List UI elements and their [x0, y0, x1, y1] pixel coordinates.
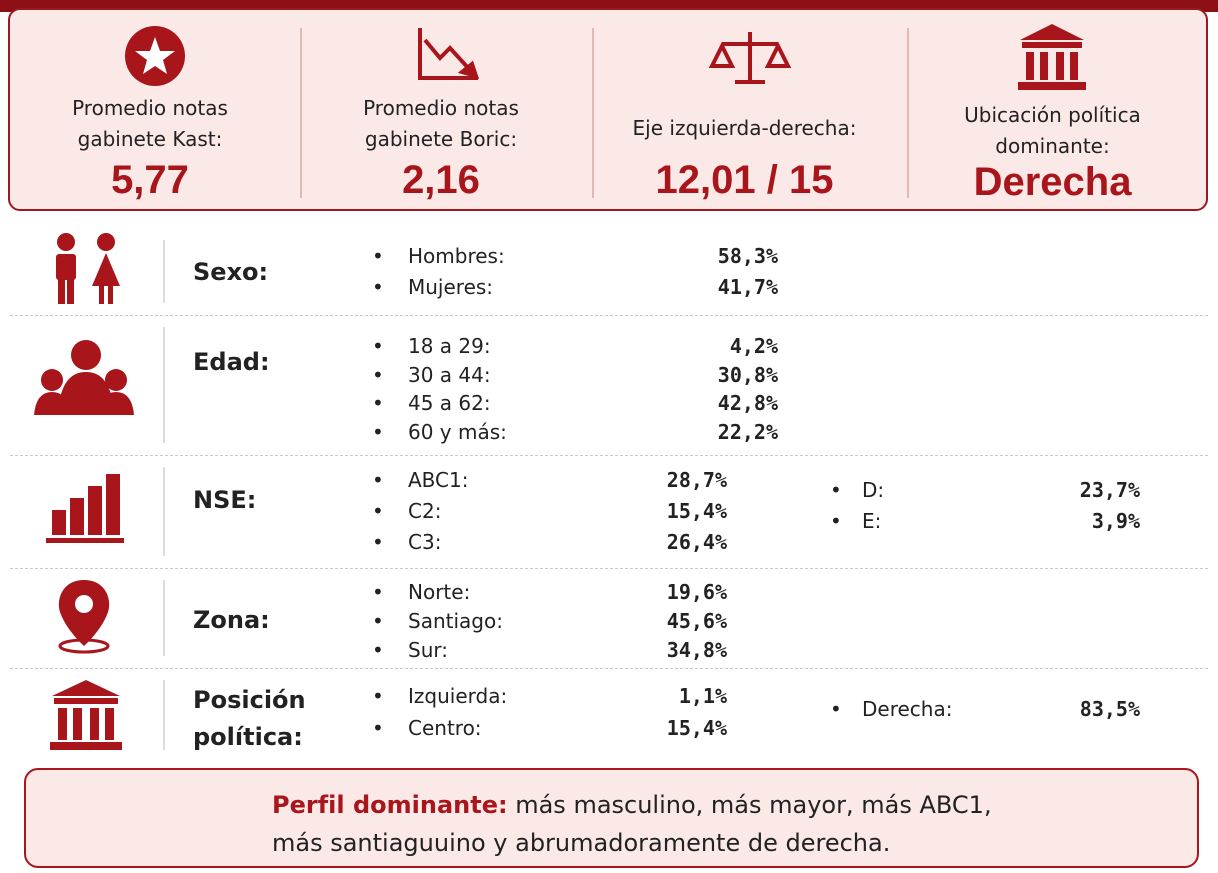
trend-icon	[418, 28, 480, 80]
bullet: •	[372, 499, 384, 523]
row-divider	[10, 315, 1208, 316]
bullet: •	[372, 609, 384, 633]
item-value: 41,7%	[717, 275, 778, 299]
stats-box	[8, 8, 1208, 211]
separator	[907, 28, 909, 198]
row-separator	[163, 327, 165, 443]
row-divider	[10, 455, 1208, 456]
bullet: •	[372, 362, 384, 387]
item-value: 1,1%	[678, 684, 727, 708]
sex-icon	[56, 233, 120, 304]
row-divider	[10, 668, 1208, 669]
stat-value: 5,77	[111, 158, 189, 202]
bullet: •	[372, 275, 384, 299]
bullet: •	[830, 509, 842, 533]
bullet: •	[372, 684, 384, 708]
bullet: •	[372, 638, 384, 662]
item-label: 60 y más:	[408, 419, 507, 444]
row-separator	[163, 240, 165, 303]
row-separator	[163, 467, 165, 556]
item-value: 15,4%	[666, 499, 727, 523]
bullet: •	[372, 244, 384, 268]
bullet: •	[372, 468, 384, 492]
scale-icon	[708, 32, 792, 84]
item-value: 19,6%	[666, 580, 727, 604]
bullet: •	[372, 334, 384, 358]
bullet: •	[372, 530, 384, 554]
item-label: 45 a 62:	[408, 391, 491, 415]
item-label: Norte:	[408, 580, 471, 604]
stat-label: Eje izquierda-derecha:	[632, 116, 857, 140]
item-label: ABC1:	[408, 468, 469, 492]
item-label: Sur:	[408, 638, 448, 662]
age-icon	[34, 340, 134, 415]
item-label: Derecha:	[862, 697, 953, 721]
item-label: E:	[862, 509, 882, 533]
item-value: 23,7%	[1079, 478, 1140, 502]
row-label: Edad:	[193, 348, 270, 376]
row-divider	[10, 568, 1208, 569]
item-value: 30,8%	[717, 362, 778, 387]
bars-icon	[46, 474, 124, 543]
row-label: NSE:	[193, 486, 257, 514]
bullet: •	[830, 697, 842, 721]
stat-label: dominante:	[995, 134, 1110, 158]
row-label: Posición	[193, 686, 306, 714]
stat-label: gabinete Boric:	[364, 127, 518, 151]
item-value: 22,2%	[717, 419, 778, 444]
item-label: D:	[862, 478, 885, 502]
item-value: 3,9%	[1091, 509, 1140, 533]
bullet: •	[372, 580, 384, 604]
footer-box	[24, 768, 1199, 868]
stat-label: gabinete Kast:	[77, 127, 223, 151]
item-label: C3:	[408, 530, 442, 554]
row-label: Zona:	[193, 606, 270, 634]
separator	[300, 28, 302, 198]
item-value: 26,4%	[666, 530, 727, 554]
bullet: •	[372, 419, 384, 444]
item-value: 58,3%	[717, 244, 778, 268]
item-label: Izquierda:	[408, 684, 508, 708]
politics-icon	[50, 680, 122, 750]
item-value: 28,7%	[666, 468, 727, 492]
item-value: 4,2%	[729, 334, 778, 358]
footer-line: más santiaguuino y abrumadoramente de de…	[272, 829, 891, 857]
stat-value: Derecha	[973, 160, 1132, 204]
building-icon	[1018, 24, 1086, 90]
item-label: Santiago:	[408, 609, 503, 633]
bullet: •	[372, 716, 384, 740]
item-value: 15,4%	[666, 716, 727, 740]
footer-text: Perfil dominante: más masculino, más may…	[272, 786, 992, 862]
item-value: 42,8%	[717, 391, 778, 415]
item-label: Hombres:	[408, 244, 505, 268]
row-separator	[163, 580, 165, 656]
item-value: 45,6%	[666, 609, 727, 633]
pin-icon	[58, 580, 110, 654]
stat-value: 12,01 / 15	[655, 158, 834, 202]
item-label: Centro:	[408, 716, 482, 740]
item-value: 34,8%	[666, 638, 727, 662]
row-separator	[163, 680, 165, 750]
item-label: C2:	[408, 499, 442, 523]
separator	[592, 28, 594, 198]
stat-label: Promedio notas	[363, 96, 519, 120]
stat-value: 2,16	[402, 158, 480, 202]
item-label: 30 a 44:	[408, 362, 491, 387]
item-value: 83,5%	[1079, 697, 1140, 721]
footer-highlight: Perfil dominante:	[272, 791, 508, 819]
stat-label: Promedio notas	[72, 96, 228, 120]
stat-label: Ubicación política	[964, 103, 1141, 127]
item-label: 18 a 29:	[408, 334, 491, 358]
bullet: •	[830, 478, 842, 502]
item-label: Mujeres:	[408, 275, 494, 299]
bullet: •	[372, 391, 384, 415]
row-label: Sexo:	[193, 258, 269, 286]
footer-line: más masculino, más mayor, más ABC1,	[515, 791, 992, 819]
row-label: política:	[193, 723, 303, 751]
